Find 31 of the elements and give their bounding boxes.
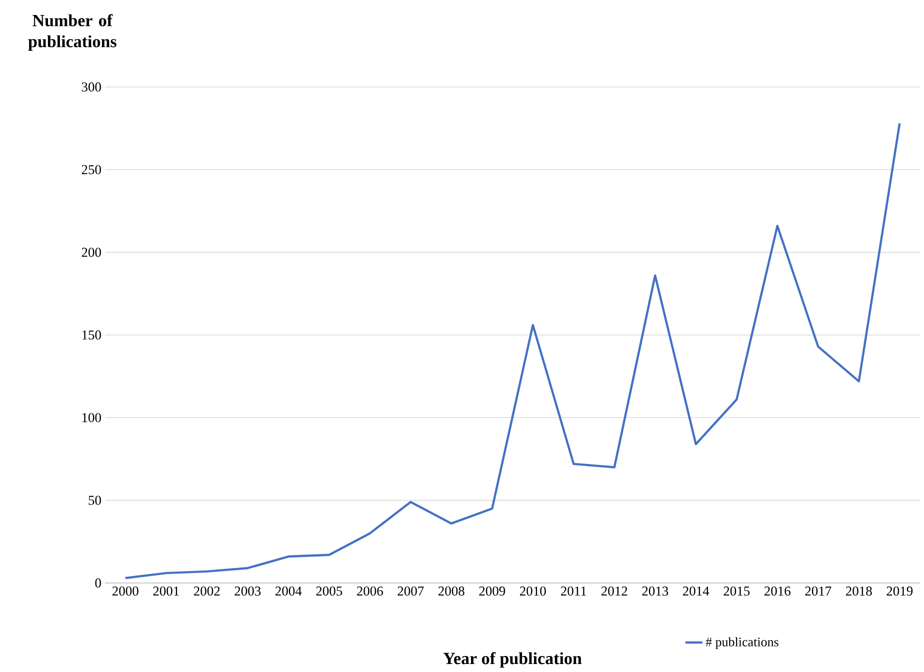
x-tick-label: 2019	[886, 586, 913, 596]
x-tick-label: 2007	[398, 586, 424, 596]
x-axis-title: Year of publication	[443, 652, 582, 668]
x-tick-label: 2017	[805, 586, 832, 596]
x-tick-label: 2010	[520, 586, 546, 596]
x-tick-label: 2013	[642, 586, 668, 596]
x-tick-label: 2011	[560, 586, 586, 596]
legend-label: # publications	[706, 637, 778, 650]
y-tick-label: 100	[82, 413, 101, 422]
x-tick-label: 2014	[682, 586, 710, 596]
y-tick-label: 150	[82, 330, 101, 340]
x-tick-label: 2005	[316, 586, 342, 596]
x-tick-label: 2004	[275, 586, 302, 596]
y-tick-label: 50	[88, 496, 101, 505]
x-tick-label: 2012	[601, 586, 628, 596]
x-tick-label: 2015	[724, 586, 750, 596]
y-tick-label: 300	[82, 82, 101, 92]
x-tick-label: 2003	[234, 586, 261, 596]
y-tick-label: 200	[82, 248, 101, 257]
x-tick-label: 2018	[846, 586, 872, 596]
x-tick-label: 2006	[356, 586, 383, 596]
y-tick-label: 250	[82, 165, 101, 174]
x-tick-label: 2001	[153, 586, 179, 596]
line-series	[124, 122, 901, 580]
x-tick-label: 2002	[194, 586, 220, 596]
x-tick-label: 2016	[764, 586, 790, 596]
x-tick-label: 2009	[479, 586, 506, 596]
x-tick-label: 2000	[112, 586, 138, 596]
y-axis-title: Number of publications	[28, 14, 116, 51]
y-tick-label: 0	[95, 578, 101, 588]
x-tick-label: 2008	[438, 586, 464, 596]
